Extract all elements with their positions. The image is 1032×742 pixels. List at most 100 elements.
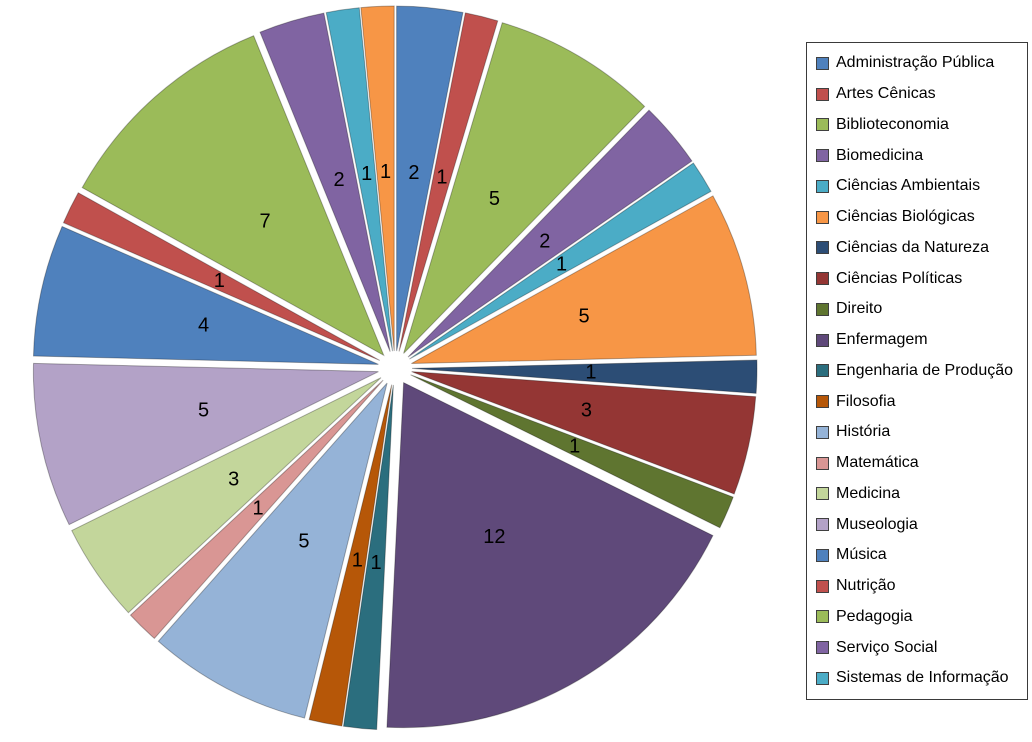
slice-value-label: 3 — [581, 399, 592, 421]
legend-item-direito[interactable]: Direito — [816, 300, 1025, 318]
legend-label: Ciências Políticas — [836, 269, 963, 287]
pie-slice-musica[interactable] — [32, 225, 379, 365]
legend-item-ciencias-da-natureza[interactable]: Ciências da Natureza — [816, 239, 1025, 257]
legend-label: Pedagogia — [836, 607, 913, 625]
legend-label: História — [836, 423, 891, 441]
legend-swatch — [816, 395, 829, 409]
legend-label: Artes Cênicas — [836, 85, 936, 103]
legend-swatch — [816, 425, 829, 439]
legend: Administração Pública Artes Cênicas Biblio… — [806, 42, 1028, 700]
slice-value-label: 7 — [259, 210, 270, 232]
legend-item-filosofia[interactable]: Filosofia — [816, 393, 1025, 411]
pie-slice-biblioteconomia[interactable] — [403, 22, 646, 354]
pie-slice-servico-social[interactable] — [259, 12, 391, 352]
pie-slice-medicina[interactable] — [71, 377, 382, 614]
legend-label: Música — [836, 546, 887, 564]
slice-value-label: 3 — [228, 468, 239, 490]
slice-value-label: 1 — [569, 435, 580, 457]
legend-swatch — [816, 87, 829, 101]
legend-label: Serviço Social — [836, 638, 938, 656]
legend-item-medicina[interactable]: Medicina — [816, 485, 1025, 503]
slice-value-label: 1 — [253, 497, 264, 519]
legend-item-historia[interactable]: História — [816, 423, 1025, 441]
legend-label: Administração Pública — [836, 54, 995, 72]
legend-swatch — [816, 333, 829, 347]
pie-slice-nutricao[interactable] — [62, 192, 381, 361]
legend-item-biblioteconomia[interactable]: Biblioteconomia — [816, 116, 1025, 134]
legend-item-sistemas-de-informacao[interactable]: Sistemas de Informação — [816, 669, 1025, 687]
pie-slice-ciencias-da-natureza[interactable] — [411, 359, 758, 394]
legend-swatch — [816, 671, 829, 685]
legend-swatch — [816, 118, 829, 132]
legend-label: Biomedicina — [836, 146, 924, 164]
legend-label: Museologia — [836, 515, 918, 533]
legend-swatch — [816, 641, 829, 655]
legend-swatch — [816, 56, 829, 70]
slice-value-label: 12 — [483, 526, 505, 548]
legend-swatch — [816, 518, 829, 532]
slice-value-label: 1 — [436, 167, 447, 189]
slice-value-label: 2 — [408, 162, 419, 184]
slice-value-label: 2 — [539, 231, 550, 253]
pie-slice-artes-cenicas[interactable] — [398, 12, 499, 352]
legend-item-engenharia-de-producao[interactable]: Engenharia de Produção — [816, 362, 1025, 380]
pie-slice-ciencias-politicas[interactable] — [411, 371, 757, 495]
legend-item-enfermagem[interactable]: Enfermagem — [816, 331, 1025, 349]
legend-label: Enfermagem — [836, 331, 928, 349]
legend-swatch — [816, 241, 829, 255]
legend-swatch — [816, 548, 829, 562]
legend-label: Sistemas de Informação — [836, 669, 1009, 687]
legend-item-ciencias-biologicas[interactable]: Ciências Biológicas — [816, 208, 1025, 226]
pie-slice-museologia[interactable] — [32, 362, 379, 526]
slice-value-label: 5 — [198, 399, 209, 421]
slice-value-label: 1 — [371, 552, 382, 574]
legend-label: Ciências Biológicas — [836, 208, 975, 226]
legend-item-administracao-publica[interactable]: Administração Pública — [816, 54, 1025, 72]
legend-swatch — [816, 302, 829, 316]
legend-item-musica[interactable]: Música — [816, 546, 1025, 564]
legend-item-nutricao[interactable]: Nutrição — [816, 577, 1025, 595]
pie-slice-ciencias-ambientais[interactable] — [409, 162, 712, 360]
pie-slice-direito[interactable] — [410, 374, 734, 529]
legend-swatch — [816, 610, 829, 624]
legend-label: Direito — [836, 300, 883, 318]
legend-item-artes-cenicas[interactable]: Artes Cênicas — [816, 85, 1025, 103]
legend-label: Nutrição — [836, 577, 896, 595]
legend-item-servico-social[interactable]: Serviço Social — [816, 639, 1025, 657]
slice-value-label: 1 — [214, 270, 225, 292]
pie-slice-engenharia-de-producao[interactable] — [342, 384, 394, 731]
slice-value-label: 2 — [333, 169, 344, 191]
slice-value-label: 1 — [380, 161, 391, 183]
legend-item-biomedicina[interactable]: Biomedicina — [816, 147, 1025, 165]
legend-label: Filosofia — [836, 392, 896, 410]
legend-label: Engenharia de Produção — [836, 361, 1014, 379]
legend-swatch — [816, 456, 829, 470]
legend-swatch — [816, 579, 829, 593]
legend-item-museologia[interactable]: Museologia — [816, 516, 1025, 534]
pie-slice-pedagogia[interactable] — [81, 35, 385, 357]
pie-slice-unlabeled[interactable] — [360, 5, 395, 352]
legend-label: Biblioteconomia — [836, 115, 949, 133]
legend-item-matematica[interactable]: Matemática — [816, 454, 1025, 472]
legend-swatch — [816, 272, 829, 286]
slice-value-label: 1 — [361, 163, 372, 185]
slice-value-label: 5 — [298, 531, 309, 553]
pie-slice-ciencias-biologicas[interactable] — [411, 195, 757, 365]
legend-item-ciencias-politicas[interactable]: Ciências Políticas — [816, 270, 1025, 288]
slice-value-label: 1 — [352, 549, 363, 571]
legend-item-pedagogia[interactable]: Pedagogia — [816, 608, 1025, 626]
pie-slice-sistemas-de-informacao[interactable] — [325, 7, 394, 352]
legend-label: Ciências Ambientais — [836, 177, 981, 195]
pie-slice-historia[interactable] — [157, 382, 388, 719]
pie-slice-biomedicina[interactable] — [407, 109, 693, 358]
legend-item-ciencias-ambientais[interactable]: Ciências Ambientais — [816, 177, 1025, 195]
slice-value-label: 5 — [489, 188, 500, 210]
pie-slice-enfermagem[interactable] — [386, 381, 714, 729]
legend-swatch — [816, 210, 829, 224]
pie-slice-matematica[interactable] — [129, 379, 384, 640]
slice-value-label: 4 — [198, 315, 209, 337]
slice-value-label: 1 — [556, 254, 567, 276]
pie-slice-administracao-publica[interactable] — [396, 5, 464, 352]
pie-slice-filosofia[interactable] — [308, 384, 393, 727]
